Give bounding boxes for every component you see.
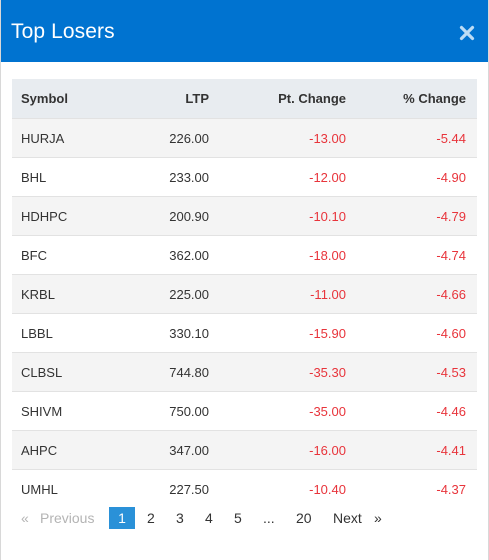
cell-pct-change: -4.60: [346, 313, 477, 353]
pagination-page-1[interactable]: 1: [109, 507, 135, 529]
cell-ltp: 226.00: [116, 118, 209, 158]
modal-header: Top Losers: [1, 0, 488, 62]
cell-ltp: 330.10: [116, 313, 209, 353]
pagination-next-symbol[interactable]: »: [374, 510, 382, 526]
cell-pct-change: -4.53: [346, 352, 477, 392]
pagination-page-2[interactable]: 2: [147, 510, 155, 526]
cell-pt-change: -10.40: [209, 469, 346, 508]
table-row[interactable]: UMHL 227.50 -10.40 -4.37: [12, 469, 477, 508]
cell-symbol[interactable]: LBBL: [12, 313, 116, 353]
cell-pct-change: -4.41: [346, 430, 477, 470]
cell-pct-change: -4.37: [346, 469, 477, 508]
cell-pct-change: -4.66: [346, 274, 477, 314]
cell-ltp: 750.00: [116, 391, 209, 431]
cell-symbol[interactable]: HURJA: [12, 118, 116, 158]
table-row[interactable]: SHIVM 750.00 -35.00 -4.46: [12, 391, 477, 431]
cell-ltp: 200.90: [116, 196, 209, 236]
cell-symbol[interactable]: KRBL: [12, 274, 116, 314]
column-header-ltp[interactable]: LTP: [116, 79, 209, 119]
cell-pt-change: -15.90: [209, 313, 346, 353]
cell-pct-change: -4.79: [346, 196, 477, 236]
cell-pct-change: -4.46: [346, 391, 477, 431]
cell-pt-change: -11.00: [209, 274, 346, 314]
cell-symbol[interactable]: AHPC: [12, 430, 116, 470]
table-row[interactable]: KRBL 225.00 -11.00 -4.66: [12, 274, 477, 314]
table-row[interactable]: CLBSL 744.80 -35.30 -4.53: [12, 352, 477, 392]
column-header-symbol[interactable]: Symbol: [12, 79, 116, 119]
losers-table: Symbol LTP Pt. Change % Change HURJA 226…: [12, 79, 477, 508]
cell-ltp: 347.00: [116, 430, 209, 470]
cell-symbol[interactable]: SHIVM: [12, 391, 116, 431]
pagination-previous: Previous: [40, 510, 95, 526]
pagination-ellipsis: ...: [263, 510, 275, 526]
pagination-page-5[interactable]: 5: [234, 510, 242, 526]
cell-pct-change: -4.74: [346, 235, 477, 275]
pagination-prev-symbol: «: [21, 510, 29, 526]
cell-pt-change: -12.00: [209, 157, 346, 197]
table-header-row: Symbol LTP Pt. Change % Change: [12, 79, 477, 119]
table-row[interactable]: BHL 233.00 -12.00 -4.90: [12, 157, 477, 197]
cell-ltp: 225.00: [116, 274, 209, 314]
cell-pt-change: -35.00: [209, 391, 346, 431]
close-icon-glyph: [459, 25, 475, 41]
cell-symbol[interactable]: UMHL: [12, 469, 116, 508]
column-header-pt-change[interactable]: Pt. Change: [209, 79, 346, 119]
table-row[interactable]: AHPC 347.00 -16.00 -4.41: [12, 430, 477, 470]
cell-ltp: 233.00: [116, 157, 209, 197]
table-row[interactable]: LBBL 330.10 -15.90 -4.60: [12, 313, 477, 353]
pagination-page-4[interactable]: 4: [205, 510, 213, 526]
close-icon[interactable]: [456, 22, 478, 44]
cell-pt-change: -18.00: [209, 235, 346, 275]
cell-symbol[interactable]: BFC: [12, 235, 116, 275]
pagination-page-3[interactable]: 3: [176, 510, 184, 526]
cell-pt-change: -16.00: [209, 430, 346, 470]
modal-body: Symbol LTP Pt. Change % Change HURJA 226…: [1, 62, 488, 508]
pagination-next[interactable]: Next: [333, 510, 362, 526]
column-header-pct-change[interactable]: % Change: [346, 79, 477, 119]
cell-symbol[interactable]: HDHPC: [12, 196, 116, 236]
cell-pct-change: -5.44: [346, 118, 477, 158]
cell-ltp: 227.50: [116, 469, 209, 508]
cell-pt-change: -10.10: [209, 196, 346, 236]
cell-ltp: 362.00: [116, 235, 209, 275]
pagination-page-last[interactable]: 20: [296, 510, 312, 526]
pagination: « Previous 1 2 3 4 5 ... 20 Next »: [1, 507, 489, 531]
cell-symbol[interactable]: BHL: [12, 157, 116, 197]
cell-pt-change: -35.30: [209, 352, 346, 392]
cell-ltp: 744.80: [116, 352, 209, 392]
table-row[interactable]: BFC 362.00 -18.00 -4.74: [12, 235, 477, 275]
cell-symbol[interactable]: CLBSL: [12, 352, 116, 392]
table-row[interactable]: HURJA 226.00 -13.00 -5.44: [12, 118, 477, 158]
modal-title: Top Losers: [11, 20, 115, 43]
cell-pct-change: -4.90: [346, 157, 477, 197]
table-row[interactable]: HDHPC 200.90 -10.10 -4.79: [12, 196, 477, 236]
cell-pt-change: -13.00: [209, 118, 346, 158]
